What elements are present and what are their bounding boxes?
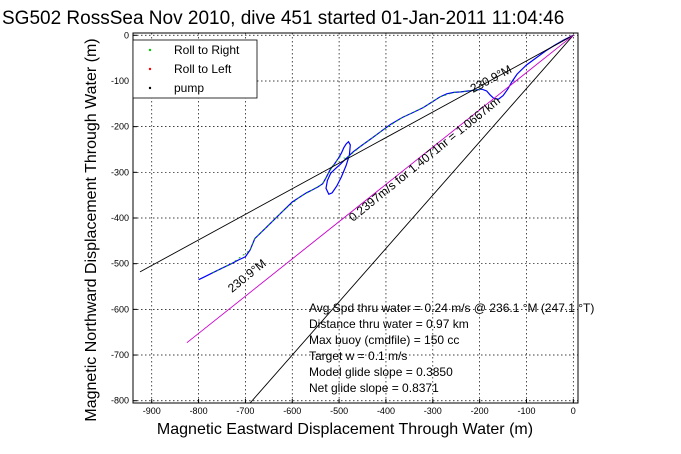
x-tick-label: -700 xyxy=(236,406,254,416)
stats-line: Net glide slope = 0.8371 xyxy=(309,381,439,395)
series-track xyxy=(198,34,574,281)
annotations: 230.9°M0.2397m/s for 1.4071hr = 1.0667km… xyxy=(225,62,594,395)
series-lines xyxy=(139,34,574,404)
series-heading-line xyxy=(249,35,574,404)
x-tick-label: -100 xyxy=(517,406,535,416)
x-tick-label: -800 xyxy=(190,406,208,416)
y-tick-label: -400 xyxy=(111,213,129,223)
x-tick-label: -200 xyxy=(471,406,489,416)
stats-line: Target w = 0.1 m/s xyxy=(309,349,407,363)
series-heading-line xyxy=(139,34,574,273)
x-tick-label: 0 xyxy=(571,406,576,416)
legend: Roll to Right Roll to Left pump xyxy=(132,39,258,99)
stats-line: Model glide slope = 0.3850 xyxy=(309,365,453,379)
x-tick-label: -300 xyxy=(424,406,442,416)
legend-marker xyxy=(148,67,152,71)
chart-title: SG502 RossSea Nov 2010, dive 451 started… xyxy=(2,8,564,29)
y-tick-label: -700 xyxy=(111,350,129,360)
series-heading-line xyxy=(186,34,574,344)
legend-marker xyxy=(148,48,152,52)
x-tick-label: -400 xyxy=(377,406,395,416)
y-axis-label: Magnetic Northward Displacement Through … xyxy=(83,38,100,421)
legend-label: Roll to Right xyxy=(174,43,240,57)
axis-ticks: -900 -800 -700 -600 -500 -400 -300 -200 -100 0 0 -1… xyxy=(111,30,576,416)
x-tick-label: -500 xyxy=(330,406,348,416)
x-axis-label: Magnetic Eastward Displacement Through W… xyxy=(157,421,533,438)
legend-label: pump xyxy=(174,81,204,95)
y-tick-label: -300 xyxy=(111,167,129,177)
legend-marker xyxy=(148,86,152,90)
y-tick-label: -500 xyxy=(111,259,129,269)
x-tick-label: -900 xyxy=(143,406,161,416)
y-tick-label: -100 xyxy=(111,76,129,86)
y-tick-label: -800 xyxy=(111,396,129,406)
y-tick-label: -600 xyxy=(111,304,129,314)
stats-line: Distance thru water = 0.97 km xyxy=(309,317,469,331)
y-tick-label: -200 xyxy=(111,122,129,132)
series-green-overlay xyxy=(212,88,483,274)
heading-label-lower: 230.9°M xyxy=(225,256,269,295)
grid xyxy=(133,33,578,403)
y-tick-label: 0 xyxy=(124,30,129,40)
stats-line: Max buoy (cmdfile) = 150 cc xyxy=(309,333,459,347)
stats-line: Avg Spd thru water = 0.24 m/s @ 236.1 °M… xyxy=(309,301,594,315)
legend-box xyxy=(132,39,258,99)
legend-label: Roll to Left xyxy=(174,62,232,76)
x-tick-label: -600 xyxy=(283,406,301,416)
